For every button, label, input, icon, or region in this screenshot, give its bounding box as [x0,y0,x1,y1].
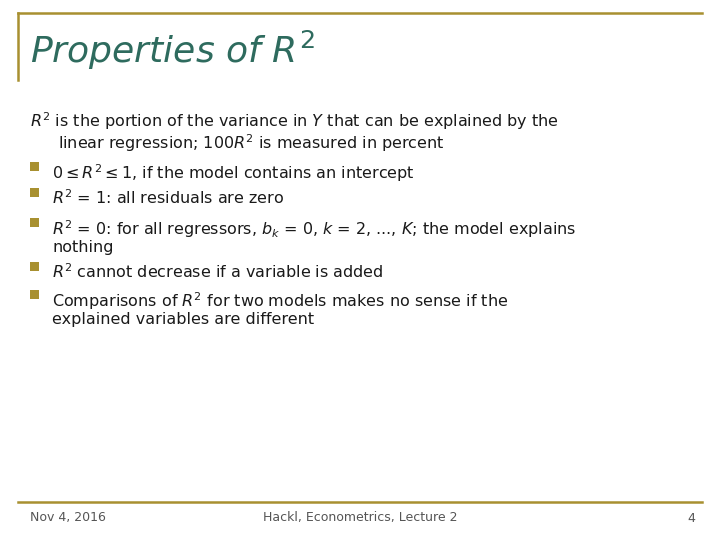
Bar [30,261,39,271]
Bar [30,187,39,197]
Bar [30,289,39,299]
Bar [30,161,39,171]
Text: nothing: nothing [52,240,114,255]
Text: Properties of $R^2$: Properties of $R^2$ [30,29,315,72]
Text: Comparisons of $R^2$ for two models makes no sense if the: Comparisons of $R^2$ for two models make… [52,290,508,312]
Text: Nov 4, 2016: Nov 4, 2016 [30,511,106,524]
Text: $R^2$ = 1: all residuals are zero: $R^2$ = 1: all residuals are zero [52,188,284,207]
Text: $0 \leq R^2 \leq 1$, if the model contains an intercept: $0 \leq R^2 \leq 1$, if the model contai… [52,162,415,184]
Text: $R^2$ is the portion of the variance in $Y$ that can be explained by the: $R^2$ is the portion of the variance in … [30,110,559,132]
Text: $R^2$ cannot decrease if a variable is added: $R^2$ cannot decrease if a variable is a… [52,262,384,281]
Text: 4: 4 [687,511,695,524]
Text: $R^2$ = 0: for all regressors, $b_k$ = 0, $k$ = 2, ..., $K$; the model explains: $R^2$ = 0: for all regressors, $b_k$ = 0… [52,218,576,240]
Bar [30,218,39,226]
Text: Hackl, Econometrics, Lecture 2: Hackl, Econometrics, Lecture 2 [263,511,457,524]
Text: linear regression; 100$R^2$ is measured in percent: linear regression; 100$R^2$ is measured … [58,132,444,154]
Text: explained variables are different: explained variables are different [52,312,314,327]
